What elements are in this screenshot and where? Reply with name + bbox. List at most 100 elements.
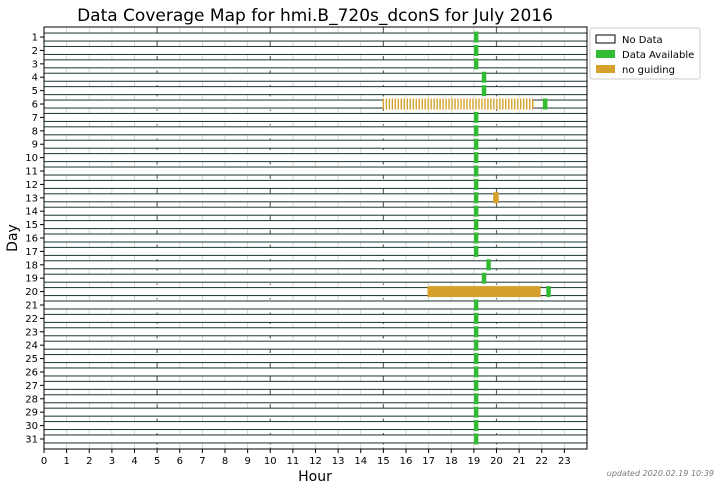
legend-swatch-available [596, 50, 615, 58]
day-row [43, 354, 588, 364]
y-tick-label: 31 [25, 434, 38, 445]
segment-available [473, 326, 479, 338]
segment-available [473, 420, 479, 432]
segment-available [473, 366, 479, 378]
y-tick-label: 29 [25, 408, 38, 419]
x-tick-label: 18 [445, 456, 458, 467]
y-tick-label: 2 [32, 46, 38, 57]
x-tick-label: 22 [535, 456, 548, 467]
x-tick-label: 14 [354, 456, 367, 467]
y-tick-label: 17 [25, 247, 38, 258]
day-row [43, 72, 588, 82]
x-tick-label: 3 [109, 456, 115, 467]
day-row [43, 246, 588, 256]
legend-label: No Data [622, 35, 663, 46]
x-tick-label: 0 [41, 456, 47, 467]
y-tick-label: 6 [32, 100, 38, 111]
x-tick-label: 21 [513, 456, 526, 467]
day-row [43, 206, 588, 216]
x-tick-label: 2 [86, 456, 92, 467]
x-tick-label: 7 [199, 456, 205, 467]
segment-available [481, 85, 487, 97]
day-rows [43, 32, 588, 444]
y-tick-label: 1 [32, 33, 38, 44]
segment-available [473, 111, 479, 123]
x-tick-label: 1 [63, 456, 69, 467]
y-tick-label: 10 [25, 153, 38, 164]
legend: No Data Data Available no guiding [589, 27, 701, 80]
x-tick-label: 16 [400, 456, 413, 467]
y-tick-label: 22 [25, 314, 38, 325]
day-row [43, 313, 588, 323]
segment-noguiding [493, 192, 499, 204]
segment-available [542, 98, 548, 110]
x-tick-label: 13 [332, 456, 345, 467]
coverage-segments [382, 31, 551, 445]
y-tick-label: 21 [25, 300, 38, 311]
day-row [43, 139, 588, 149]
segment-available [473, 353, 479, 365]
y-axis-label: Day [5, 224, 21, 252]
day-row [43, 367, 588, 377]
y-tick-label: 12 [25, 180, 38, 191]
segment-available [473, 152, 479, 164]
x-tick-label: 10 [264, 456, 277, 467]
y-tick-label: 30 [25, 421, 38, 432]
x-tick-label: 5 [154, 456, 160, 467]
legend-label: no guiding [622, 65, 675, 76]
segment-available [473, 219, 479, 231]
x-tick-label: 19 [468, 456, 481, 467]
y-tick-label: 9 [32, 140, 38, 151]
segment-available [473, 205, 479, 217]
segment-available [473, 44, 479, 56]
segment-available [473, 192, 479, 204]
segment-available [473, 232, 479, 244]
y-tick-label: 20 [25, 287, 38, 298]
day-row [43, 340, 588, 350]
day-row [43, 45, 588, 55]
segment-available [473, 393, 479, 405]
day-row [43, 434, 588, 444]
day-row [43, 153, 588, 163]
day-row [43, 300, 588, 310]
chart-title: Data Coverage Map for hmi.B_720s_dconS f… [77, 6, 553, 26]
y-tick-label: 19 [25, 274, 38, 285]
y-tick-label: 25 [25, 354, 38, 365]
x-tick-label: 4 [131, 456, 137, 467]
y-tick-label: 16 [25, 234, 38, 245]
x-tick-label: 23 [558, 456, 571, 467]
day-row [43, 394, 588, 404]
y-tick-label: 18 [25, 260, 38, 271]
y-tick-label: 5 [32, 86, 38, 97]
segment-available [473, 58, 479, 70]
x-tick-label: 12 [309, 456, 322, 467]
segment-available [473, 245, 479, 257]
y-tick-label: 7 [32, 113, 38, 124]
segment-available [473, 406, 479, 418]
segment-noguiding [427, 286, 541, 298]
x-tick-label: 15 [377, 456, 390, 467]
segment-available [473, 138, 479, 150]
day-row [43, 407, 588, 417]
x-axis-label: Hour [298, 469, 332, 485]
segment-available [473, 299, 479, 311]
segment-available [473, 312, 479, 324]
y-tick-label: 8 [32, 126, 38, 137]
legend-label: Data Available [622, 50, 694, 61]
segment-available [473, 31, 479, 43]
day-row [43, 179, 588, 189]
day-row [43, 112, 588, 122]
y-tick-label: 26 [25, 367, 38, 378]
segment-available [546, 286, 551, 298]
x-tick-labels: 0 1 2 3 4 5 6 7 8 9 10 11 12 13 14 15 16 17 18 19 20 21 22 23 [41, 449, 571, 467]
day-row [43, 273, 588, 283]
y-tick-label: 27 [25, 381, 38, 392]
segment-available [481, 272, 487, 284]
x-tick-label: 17 [422, 456, 435, 467]
segment-available [473, 379, 479, 391]
segment-available [481, 71, 487, 83]
segment-available [473, 433, 479, 445]
day-row [43, 233, 588, 243]
segment-available [473, 339, 479, 351]
